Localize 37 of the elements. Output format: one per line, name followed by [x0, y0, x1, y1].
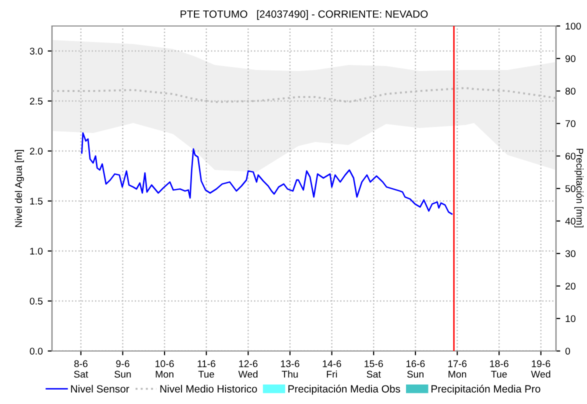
y-tick-label: 3.0 [30, 48, 43, 55]
y-tick-label: 2.0 [30, 148, 43, 155]
x-tick-label: 8-6 Sat [74, 360, 88, 378]
y2-tick-label: 50 [565, 185, 576, 192]
y2-tick-label: 90 [565, 55, 576, 62]
y-tick-label: 1.0 [30, 248, 43, 255]
y-tick-label: 0.5 [30, 298, 43, 305]
x-tick-label: 18-6 Tue [490, 360, 508, 378]
x-tick-label: 12-6 Wed [238, 360, 258, 378]
legend-label: Precipitación Media Obs [288, 384, 400, 395]
y2-axis-title: Precipitación [mm] [574, 148, 584, 228]
x-tick-label: 13-6 Thu [281, 360, 300, 378]
x-tick-label: 17-6 Mon [448, 360, 467, 378]
y2-tick-label: 10 [566, 315, 576, 322]
legend-label: Precipitación Media Pro [432, 384, 540, 395]
x-tick-label: 19-6 Wed [531, 360, 550, 378]
chart-title: PTE TOTUMO [24037490] - CORRIENTE: NEVADO [180, 10, 428, 20]
y2-tick-label: 30 [565, 250, 576, 258]
x-tick-label: 15-6 Sat [364, 360, 383, 378]
y2-tick-label: 60 [566, 152, 576, 160]
y2-tick-label: 100 [566, 22, 581, 30]
y2-tick-label: 0 [565, 348, 570, 355]
y2-tick-label: 20 [566, 282, 576, 290]
y-tick-label: 2.5 [30, 98, 43, 105]
y2-tick-label: 70 [566, 120, 576, 128]
y2-tick-label: 80 [565, 88, 576, 95]
y2-tick-label: 40 [565, 218, 576, 225]
y-axis-title: Nivel del Agua [m] [14, 150, 24, 227]
x-tick-label: 11-6 Tue [198, 360, 216, 378]
legend-label: Nivel Medio Historico [160, 384, 257, 393]
y-tick-label: 0.0 [30, 348, 43, 355]
x-tick-label: 14-6 Fri [322, 360, 342, 378]
x-tick-label: 10-6 Mon [156, 360, 174, 378]
legend-label: Nivel Sensor [71, 384, 130, 393]
x-tick-label: 9-6 Sun [114, 360, 131, 378]
y-tick-label: 1.5 [30, 198, 43, 205]
x-tick-label: 16-6 Sun [406, 360, 425, 378]
